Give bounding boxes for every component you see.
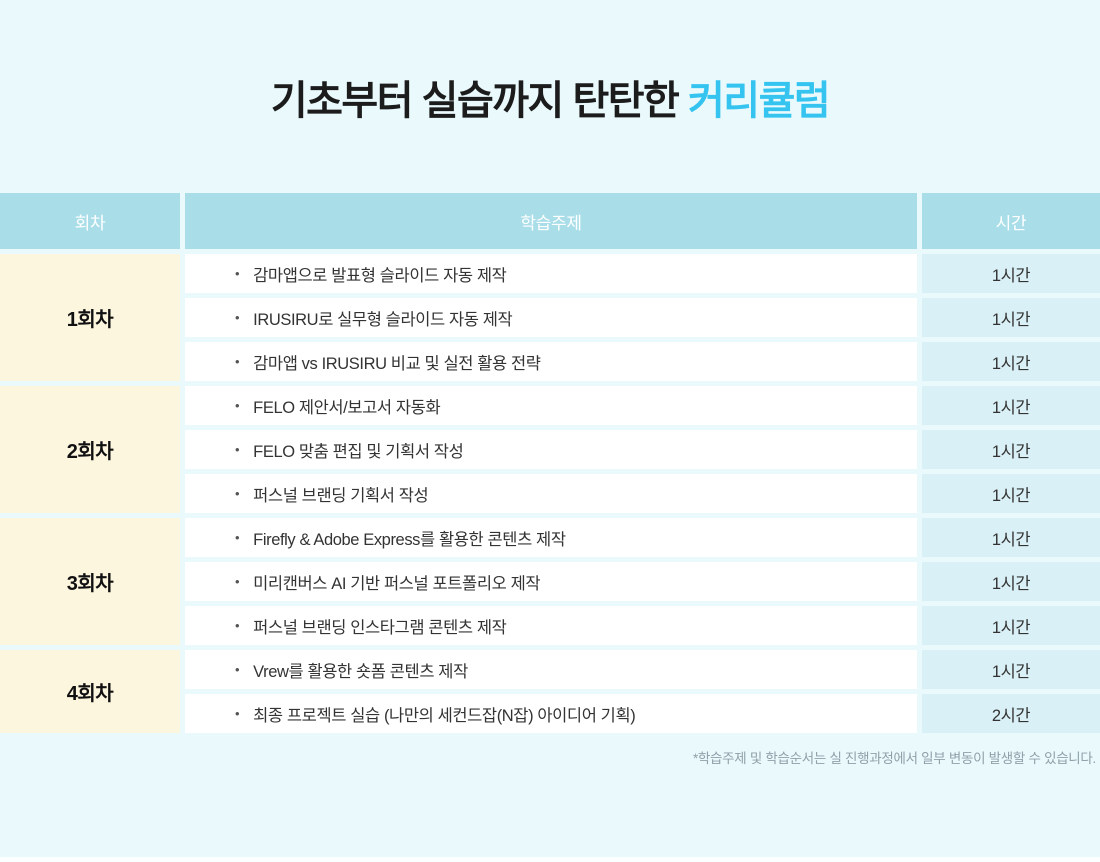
topic-text: 퍼스널 브랜딩 인스타그램 콘텐츠 제작 [253,618,507,637]
header-topic: 학습주제 [185,193,917,249]
topic-text: 감마앱 vs IRUSIRU 비교 및 실전 활용 전략 [253,354,541,373]
session-group-2: 2회차 • FELO 제안서/보고서 자동화 1시간 • FELO 맞춤 편집 및 … [0,386,1100,513]
session-group-4: 4회차 • Vrew를 활용한 숏폼 콘텐츠 제작 1시간 • 최종 프로젝트 실습… [0,650,1100,733]
curriculum-table: 회차 학습주제 시간 1회차 • 감마앱으로 발표형 슬라이드 자동 제작 1시간… [0,193,1100,733]
time-cell: 1시간 [922,342,1100,381]
session-label: 4회차 [0,650,180,733]
topic-text: FELO 맞춤 편집 및 기획서 작성 [253,442,464,461]
topic-text: Vrew를 활용한 숏폼 콘텐츠 제작 [253,662,468,681]
topic-text: 퍼스널 브랜딩 기획서 작성 [253,486,429,505]
bullet-icon: • [235,442,240,457]
topic-cell: • IRUSIRU로 실무형 슬라이드 자동 제작 [185,298,917,337]
table-header-row: 회차 학습주제 시간 [0,193,1100,249]
session-group-1: 1회차 • 감마앱으로 발표형 슬라이드 자동 제작 1시간 • IRUSIRU로 … [0,254,1100,381]
session-group-3: 3회차 • Firefly & Adobe Express를 활용한 콘텐츠 제작… [0,518,1100,645]
bullet-icon: • [235,618,240,633]
header-session: 회차 [0,193,180,249]
time-cell: 1시간 [922,298,1100,337]
bullet-icon: • [235,354,240,369]
session-label: 3회차 [0,518,180,645]
page-title-prefix: 기초부터 실습까지 탄탄한 [270,78,688,123]
topic-text: Firefly & Adobe Express를 활용한 콘텐츠 제작 [253,530,566,549]
time-cell: 1시간 [922,474,1100,513]
bottom-strip [0,857,1100,862]
bullet-icon: • [235,530,240,545]
header-time: 시간 [922,193,1100,249]
topic-cell: • 미리캔버스 AI 기반 퍼스널 포트폴리오 제작 [185,562,917,601]
topic-cell: • 감마앱 vs IRUSIRU 비교 및 실전 활용 전략 [185,342,917,381]
bullet-icon: • [235,486,240,501]
topic-cell: • FELO 제안서/보고서 자동화 [185,386,917,425]
time-cell: 2시간 [922,694,1100,733]
time-cell: 1시간 [922,606,1100,645]
topic-text: IRUSIRU로 실무형 슬라이드 자동 제작 [253,310,513,329]
time-cell: 1시간 [922,562,1100,601]
topic-cell: • 감마앱으로 발표형 슬라이드 자동 제작 [185,254,917,293]
time-cell: 1시간 [922,254,1100,293]
title-area: 기초부터 실습까지 탄탄한 커리큘럼 [0,0,1100,193]
bullet-icon: • [235,574,240,589]
topic-cell: • 퍼스널 브랜딩 인스타그램 콘텐츠 제작 [185,606,917,645]
time-cell: 1시간 [922,386,1100,425]
bullet-icon: • [235,706,240,721]
time-cell: 1시간 [922,650,1100,689]
bullet-icon: • [235,310,240,325]
topic-cell: • 퍼스널 브랜딩 기획서 작성 [185,474,917,513]
page-title-highlight: 커리큘럼 [687,78,831,123]
topic-text: FELO 제안서/보고서 자동화 [253,398,441,417]
topic-cell: • Vrew를 활용한 숏폼 콘텐츠 제작 [185,650,917,689]
bullet-icon: • [235,398,240,413]
time-cell: 1시간 [922,518,1100,557]
session-label: 1회차 [0,254,180,381]
footnote: *학습주제 및 학습순서는 실 진행과정에서 일부 변동이 발생할 수 있습니다… [692,751,1096,766]
topic-cell: • 최종 프로젝트 실습 (나만의 세컨드잡(N잡) 아이디어 기획) [185,694,917,733]
page-title: 기초부터 실습까지 탄탄한 커리큘럼 [270,68,831,126]
bullet-icon: • [235,266,240,281]
bullet-icon: • [235,662,240,677]
topic-text: 최종 프로젝트 실습 (나만의 세컨드잡(N잡) 아이디어 기획) [253,706,636,725]
topic-cell: • FELO 맞춤 편집 및 기획서 작성 [185,430,917,469]
topic-text: 미리캔버스 AI 기반 퍼스널 포트폴리오 제작 [253,574,541,593]
session-label: 2회차 [0,386,180,513]
topic-text: 감마앱으로 발표형 슬라이드 자동 제작 [253,266,507,285]
time-cell: 1시간 [922,430,1100,469]
topic-cell: • Firefly & Adobe Express를 활용한 콘텐츠 제작 [185,518,917,557]
